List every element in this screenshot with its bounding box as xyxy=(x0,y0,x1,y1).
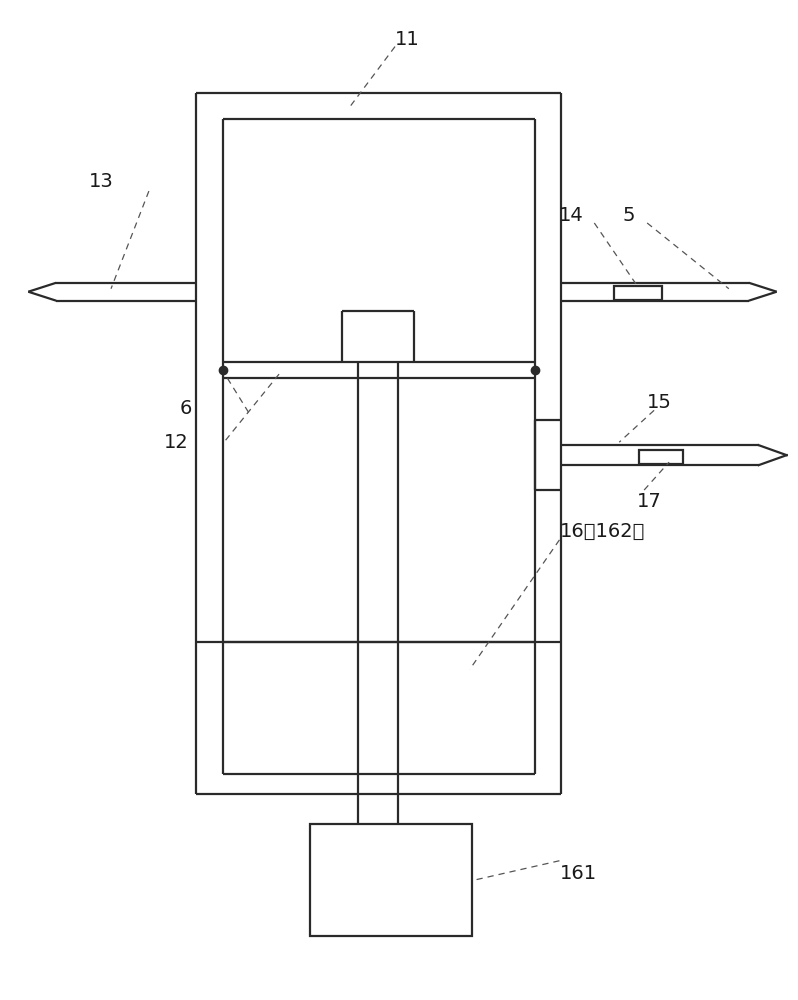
Text: 11: 11 xyxy=(395,30,420,49)
Text: 12: 12 xyxy=(164,433,188,452)
Text: 14: 14 xyxy=(559,206,584,225)
Text: 15: 15 xyxy=(647,393,672,412)
Text: 161: 161 xyxy=(559,864,597,883)
Text: 5: 5 xyxy=(623,206,635,225)
Bar xyxy=(310,824,472,936)
Text: 13: 13 xyxy=(89,172,113,191)
Text: 16（162）: 16（162） xyxy=(559,522,645,541)
Bar xyxy=(639,450,683,464)
Text: 17: 17 xyxy=(637,492,662,511)
Bar xyxy=(614,286,662,300)
Text: 6: 6 xyxy=(180,399,192,418)
